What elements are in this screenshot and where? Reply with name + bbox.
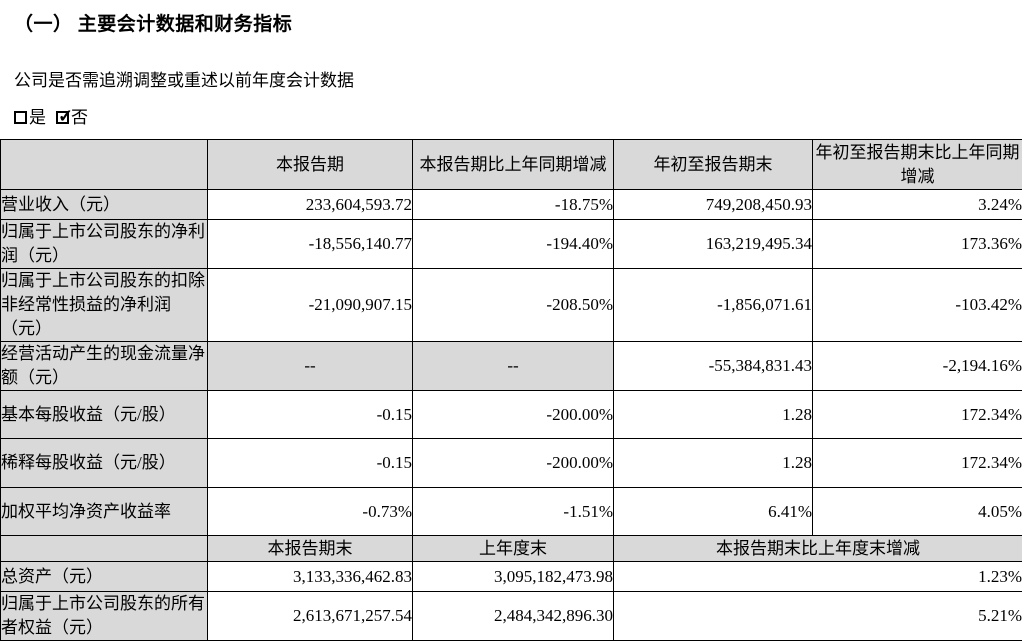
row-label: 归属于上市公司股东的扣除非经常性损益的净利润（元） bbox=[1, 269, 208, 342]
cell-value: 4.05% bbox=[813, 488, 1022, 536]
corner-header-cell bbox=[1, 536, 208, 562]
cell-value: 172.34% bbox=[813, 439, 1022, 488]
cell-value: -0.15 bbox=[208, 391, 413, 439]
question-text: 公司是否需追溯调整或重述以前年度会计数据 bbox=[0, 36, 1022, 91]
cell-value: -55,384,831.43 bbox=[614, 342, 813, 391]
cell-value: 2,613,671,257.54 bbox=[208, 592, 413, 641]
cell-value: -1,856,071.61 bbox=[614, 269, 813, 342]
table-row-total-assets: 总资产（元） 3,133,336,462.83 3,095,182,473.98… bbox=[1, 562, 1022, 592]
cell-value: 1.28 bbox=[614, 439, 813, 488]
column-header-ytd: 年初至报告期末 bbox=[614, 140, 813, 190]
table-row-owners-equity: 归属于上市公司股东的所有者权益（元） 2,613,671,257.54 2,48… bbox=[1, 592, 1022, 641]
cell-value: 3,133,336,462.83 bbox=[208, 562, 413, 592]
column-header-period-yoy-change: 本报告期比上年同期增减 bbox=[413, 140, 614, 190]
cell-value: -194.40% bbox=[413, 220, 614, 269]
row-label: 归属于上市公司股东的净利润（元） bbox=[1, 220, 208, 269]
column-header-end-of-last-year: 上年度末 bbox=[413, 536, 614, 562]
cell-value: 749,208,450.93 bbox=[614, 190, 813, 220]
checkbox-yes-label: 是 bbox=[29, 108, 46, 127]
cell-value: 1.23% bbox=[614, 562, 1022, 592]
column-header-period-end-change: 本报告期末比上年度末增减 bbox=[614, 536, 1022, 562]
cell-value: -- bbox=[413, 342, 614, 391]
cell-value: -2,194.16% bbox=[813, 342, 1022, 391]
cell-value: -0.73% bbox=[208, 488, 413, 536]
row-label: 总资产（元） bbox=[1, 562, 208, 592]
column-header-ytd-yoy-change: 年初至报告期末比上年同期增减 bbox=[813, 140, 1022, 190]
cell-value: -103.42% bbox=[813, 269, 1022, 342]
cell-value: -1.51% bbox=[413, 488, 614, 536]
table-row-diluted-eps: 稀释每股收益（元/股） -0.15 -200.00% 1.28 172.34% bbox=[1, 439, 1022, 488]
column-header-current-period: 本报告期 bbox=[208, 140, 413, 190]
cell-value: 3,095,182,473.98 bbox=[413, 562, 614, 592]
cell-value: -200.00% bbox=[413, 439, 614, 488]
table-row-revenue: 营业收入（元） 233,604,593.72 -18.75% 749,208,4… bbox=[1, 190, 1022, 220]
cell-value: -18,556,140.77 bbox=[208, 220, 413, 269]
table-row-operating-cash-flow: 经营活动产生的现金流量净额（元） -- -- -55,384,831.43 -2… bbox=[1, 342, 1022, 391]
row-label: 归属于上市公司股东的所有者权益（元） bbox=[1, 592, 208, 641]
checkbox-line: 是否 bbox=[0, 91, 1022, 128]
table-row-basic-eps: 基本每股收益（元/股） -0.15 -200.00% 1.28 172.34% bbox=[1, 391, 1022, 439]
row-label: 基本每股收益（元/股） bbox=[1, 391, 208, 439]
cell-value: 172.34% bbox=[813, 391, 1022, 439]
checked-checkbox-icon bbox=[56, 111, 69, 124]
cell-value: -21,090,907.15 bbox=[208, 269, 413, 342]
row-label: 经营活动产生的现金流量净额（元） bbox=[1, 342, 208, 391]
corner-header-cell bbox=[1, 140, 208, 190]
page-title: （一） 主要会计数据和财务指标 bbox=[0, 0, 1022, 36]
cell-value: -0.15 bbox=[208, 439, 413, 488]
table-row-net-profit: 归属于上市公司股东的净利润（元） -18,556,140.77 -194.40%… bbox=[1, 220, 1022, 269]
cell-value: 2,484,342,896.30 bbox=[413, 592, 614, 641]
section2-header-row: 本报告期末 上年度末 本报告期末比上年度末增减 bbox=[1, 536, 1022, 562]
cell-value: 163,219,495.34 bbox=[614, 220, 813, 269]
column-header-end-of-period: 本报告期末 bbox=[208, 536, 413, 562]
row-label: 加权平均净资产收益率 bbox=[1, 488, 208, 536]
cell-value: 173.36% bbox=[813, 220, 1022, 269]
table-row-weighted-avg-roe: 加权平均净资产收益率 -0.73% -1.51% 6.41% 4.05% bbox=[1, 488, 1022, 536]
table-row-net-profit-excl-nonrecurring: 归属于上市公司股东的扣除非经常性损益的净利润（元） -21,090,907.15… bbox=[1, 269, 1022, 342]
checkbox-yes: 是 bbox=[14, 108, 46, 127]
cell-value: 233,604,593.72 bbox=[208, 190, 413, 220]
cell-value: 5.21% bbox=[614, 592, 1022, 641]
checkbox-no: 否 bbox=[56, 108, 88, 127]
cell-value: -18.75% bbox=[413, 190, 614, 220]
row-label: 稀释每股收益（元/股） bbox=[1, 439, 208, 488]
cell-value: 6.41% bbox=[614, 488, 813, 536]
cell-value: -- bbox=[208, 342, 413, 391]
checkbox-no-label: 否 bbox=[71, 108, 88, 127]
cell-value: -208.50% bbox=[413, 269, 614, 342]
cell-value: 1.28 bbox=[614, 391, 813, 439]
cell-value: -200.00% bbox=[413, 391, 614, 439]
unchecked-checkbox-icon bbox=[14, 111, 27, 124]
financial-indicators-table: 本报告期 本报告期比上年同期增减 年初至报告期末 年初至报告期末比上年同期增减 … bbox=[0, 139, 1022, 641]
row-label: 营业收入（元） bbox=[1, 190, 208, 220]
cell-value: 3.24% bbox=[813, 190, 1022, 220]
section1-header-row: 本报告期 本报告期比上年同期增减 年初至报告期末 年初至报告期末比上年同期增减 bbox=[1, 140, 1022, 190]
